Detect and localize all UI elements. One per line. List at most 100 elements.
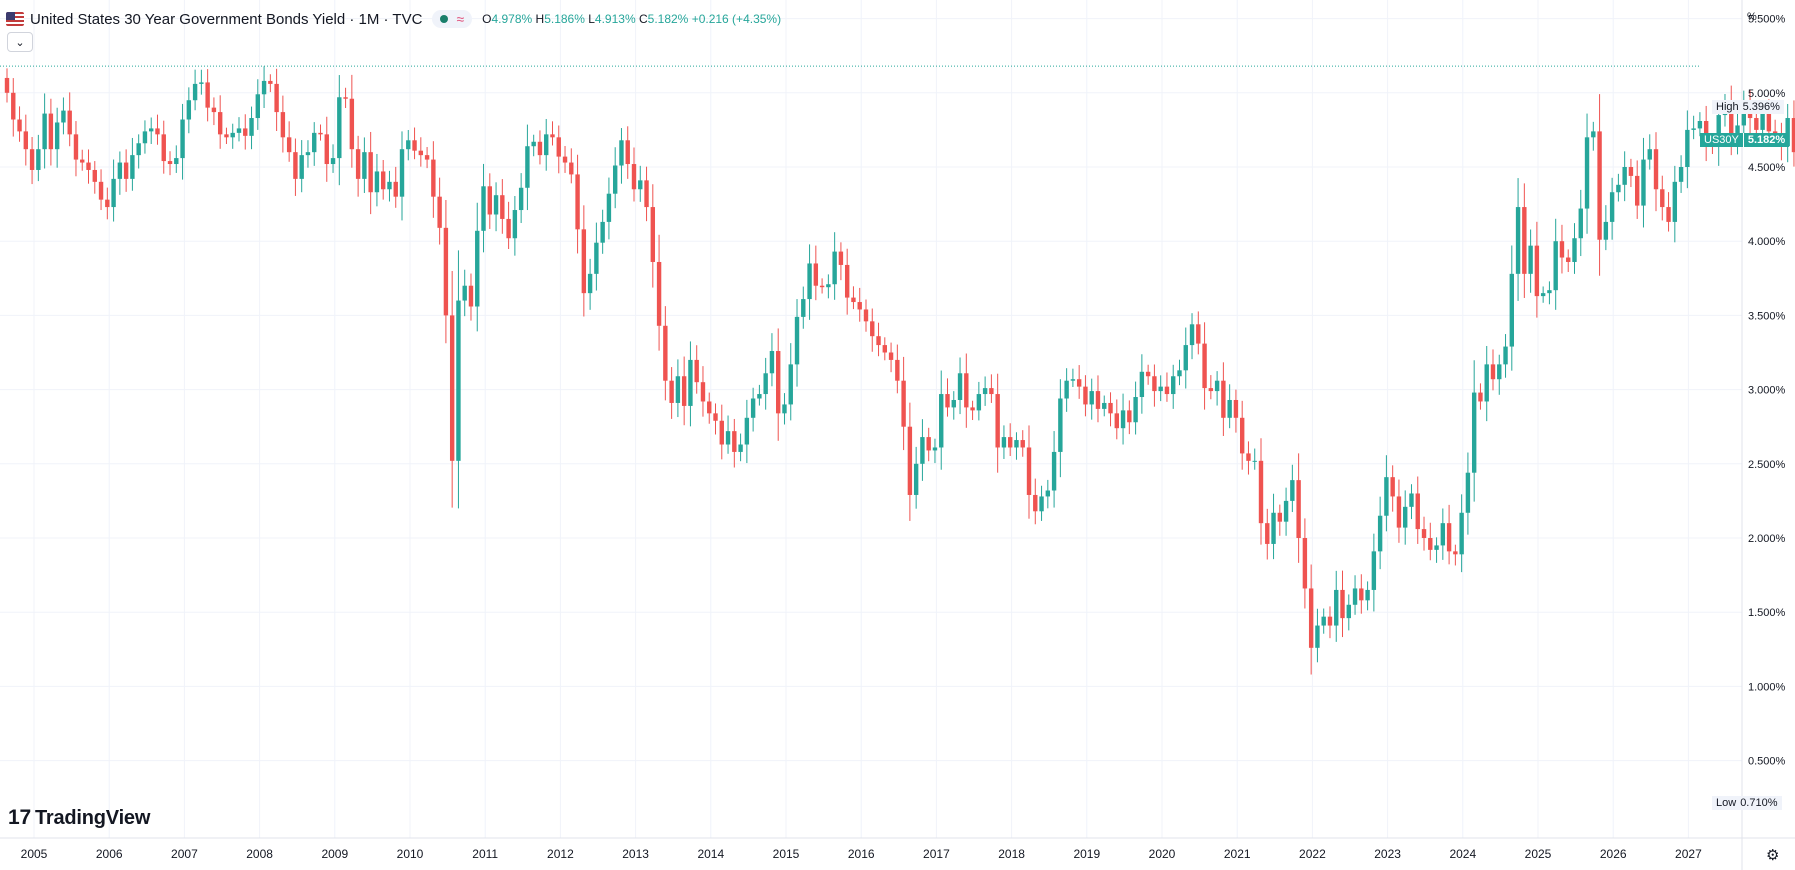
candle xyxy=(550,121,555,146)
candle xyxy=(54,107,60,168)
candle xyxy=(374,153,380,207)
candle xyxy=(1584,113,1590,234)
candle xyxy=(1033,478,1038,525)
candle xyxy=(951,391,956,420)
candle xyxy=(1265,508,1270,560)
candle xyxy=(1120,393,1126,445)
candle xyxy=(337,75,342,186)
candle xyxy=(217,95,223,149)
candle xyxy=(186,87,192,134)
candle xyxy=(1371,533,1377,612)
candle xyxy=(324,116,329,182)
candle xyxy=(1597,94,1602,276)
candle xyxy=(794,299,800,387)
y-tick-label: 2.500% xyxy=(1748,459,1786,471)
y-tick-label: 3.500% xyxy=(1748,310,1786,322)
candle xyxy=(581,205,587,317)
candle xyxy=(67,92,72,147)
candle xyxy=(500,179,505,234)
x-tick-label: 2011 xyxy=(472,847,498,861)
candle xyxy=(644,166,649,222)
candle xyxy=(1202,322,1207,410)
candle xyxy=(493,182,499,232)
candle xyxy=(594,222,599,291)
candle xyxy=(1428,522,1433,561)
candle xyxy=(475,202,480,332)
candle xyxy=(995,373,1000,473)
candle xyxy=(600,209,605,254)
candle xyxy=(876,322,881,357)
candle xyxy=(782,393,787,425)
candle xyxy=(1095,375,1101,423)
candle xyxy=(424,147,430,169)
candle xyxy=(280,95,286,153)
candle xyxy=(1158,375,1163,402)
candle xyxy=(688,341,693,427)
price-unit[interactable]: % xyxy=(1747,11,1757,23)
x-tick-label: 2025 xyxy=(1525,847,1552,861)
candle xyxy=(236,117,242,142)
candle xyxy=(111,159,116,222)
candle xyxy=(1026,425,1032,519)
candle xyxy=(1290,464,1295,513)
candle xyxy=(1302,518,1308,609)
candle xyxy=(638,165,643,202)
candle xyxy=(192,69,198,111)
candle xyxy=(1465,452,1471,535)
candle xyxy=(920,419,925,481)
x-tick-label: 2007 xyxy=(171,847,198,861)
candle xyxy=(556,125,561,174)
y-tick-label: 0.500% xyxy=(1748,756,1786,768)
candle xyxy=(293,138,298,196)
candle xyxy=(117,151,123,195)
candle xyxy=(801,286,806,329)
candlestick-series xyxy=(4,66,1795,675)
candle xyxy=(888,342,894,373)
candle xyxy=(1547,281,1552,305)
x-tick-label: 2022 xyxy=(1299,847,1326,861)
candle xyxy=(1346,594,1351,631)
symbol-title[interactable]: United States 30 Year Government Bonds Y… xyxy=(30,10,423,28)
candle xyxy=(1020,430,1025,457)
candle xyxy=(4,68,10,103)
candle xyxy=(305,140,311,168)
candle xyxy=(1591,121,1596,151)
collapse-legend-button[interactable]: ⌄ xyxy=(7,32,33,52)
candle xyxy=(368,131,373,215)
candle xyxy=(1377,496,1383,570)
time-scale[interactable]: 2005 2006 2007 2008 2009 2010 2011 2012 2013 2014… xyxy=(21,847,1702,861)
candle xyxy=(1534,221,1540,318)
status-pill[interactable]: ≈ xyxy=(432,10,473,28)
candle xyxy=(587,258,593,310)
candle xyxy=(1271,493,1276,560)
candle xyxy=(1045,479,1051,509)
price-scale[interactable]: 0.500% 1.000% 1.500% 2.000% 2.500% 3.000% 3.50… xyxy=(1748,14,1786,768)
candle xyxy=(36,134,41,182)
x-tick-label: 2005 xyxy=(21,847,48,861)
candle xyxy=(1528,229,1533,293)
candle xyxy=(669,367,674,419)
candle xyxy=(870,308,875,352)
candle xyxy=(1440,508,1446,560)
candle xyxy=(882,337,887,361)
candle xyxy=(1208,375,1214,400)
chart-grid xyxy=(0,0,1742,838)
candle xyxy=(1070,368,1076,388)
gear-icon[interactable]: ⚙ xyxy=(1766,847,1780,864)
x-tick-label: 2016 xyxy=(848,847,875,861)
candle xyxy=(1522,183,1527,298)
candle xyxy=(73,121,79,177)
candle xyxy=(1239,400,1245,470)
tradingview-logo[interactable]: 17 TradingView xyxy=(8,806,150,830)
candle xyxy=(1196,311,1201,355)
candle xyxy=(130,137,135,191)
candle xyxy=(1609,177,1615,240)
candle xyxy=(362,137,367,193)
chevron-down-icon: ⌄ xyxy=(15,36,25,49)
candle xyxy=(1089,378,1094,420)
candle xyxy=(1083,375,1088,417)
candle xyxy=(80,149,85,171)
x-tick-label: 2023 xyxy=(1374,847,1401,861)
candle xyxy=(1415,476,1420,544)
